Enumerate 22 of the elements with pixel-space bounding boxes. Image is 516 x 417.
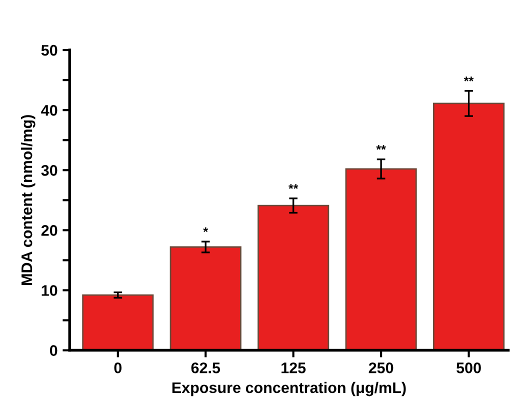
y-tick-label: 20: [41, 225, 58, 236]
bar: [170, 246, 242, 350]
x-tick-label: 62.5: [191, 362, 220, 374]
x-axis-title: Exposure concentration (μg/mL): [172, 382, 406, 396]
x-tick-label: 250: [368, 362, 394, 374]
y-tick-label: 40: [41, 104, 58, 116]
x-tick-label: 125: [282, 362, 306, 374]
annotation: **: [464, 76, 474, 82]
annotation: **: [288, 184, 298, 189]
bar: [258, 204, 330, 350]
annotation: *: [203, 227, 208, 232]
bar: [82, 294, 154, 350]
bar: [345, 168, 417, 350]
y-tick-label: 30: [41, 165, 58, 176]
x-tick-label: 0: [114, 362, 122, 374]
x-tick-label: 500: [456, 362, 481, 374]
y-tick-label: 50: [41, 44, 58, 56]
y-tick-label: 0: [50, 345, 58, 356]
bar: [433, 102, 505, 350]
y-axis-title: MDA content (nmol/mg): [21, 115, 36, 285]
annotation: **: [376, 145, 386, 150]
y-tick-label: 10: [42, 285, 58, 296]
